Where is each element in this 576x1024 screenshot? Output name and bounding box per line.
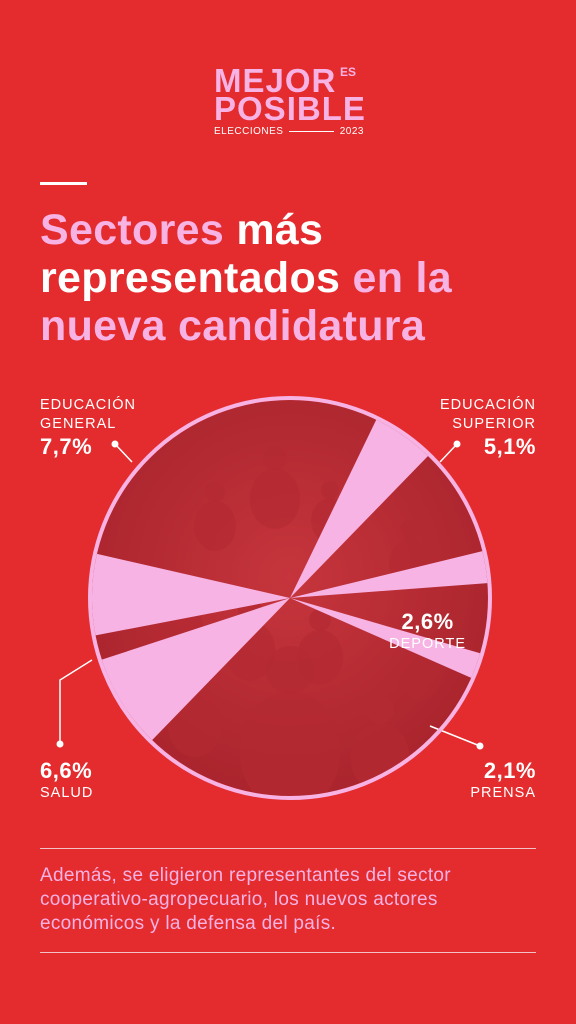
slice-value: 2,6% xyxy=(401,609,454,634)
pie-slice-4 xyxy=(91,553,290,636)
pie-chart: EDUCACIÓN GENERAL 7,7% EDUCACIÓN SUPERIO… xyxy=(0,380,576,820)
pie-slice-2 xyxy=(290,551,488,598)
photo-person-body xyxy=(249,468,301,529)
logo-subtitle-rule xyxy=(289,131,334,132)
slice-label-educacion-superior: EDUCACIÓN SUPERIOR 5,1% xyxy=(440,396,536,460)
leader-dot-1 xyxy=(453,440,461,448)
slice-label-deporte: 2,6% DEPORTE xyxy=(389,609,466,654)
slice-label-salud: 6,6% SALUD xyxy=(40,758,93,803)
leader-dot-0 xyxy=(111,440,119,448)
slice-name: SALUD xyxy=(40,785,94,801)
title-part-2: más xyxy=(236,206,324,254)
leader-dot-3 xyxy=(56,740,64,748)
slice-name: DEPORTE xyxy=(389,636,466,652)
slice-name: EDUCACIÓN SUPERIOR xyxy=(439,397,536,432)
logo: MEJOR ES POSIBLE ELECCIONES 2023 xyxy=(0,62,576,142)
logo-subtitle-left: ELECCIONES xyxy=(214,126,284,137)
slice-value: 7,7% xyxy=(40,434,93,459)
page-title: Sectores más representados en la nueva c… xyxy=(40,206,560,350)
pie-slice-0 xyxy=(101,598,290,741)
photo-person-head xyxy=(366,696,394,724)
logo-subtitle: ELECCIONES 2023 xyxy=(214,126,364,137)
slice-name: EDUCACIÓN GENERAL xyxy=(40,397,137,432)
slice-value: 5,1% xyxy=(483,434,536,459)
accent-divider xyxy=(40,182,87,185)
title-part-3: representados xyxy=(40,254,341,302)
photo-person-head xyxy=(263,446,287,470)
pie-outline xyxy=(88,396,492,800)
photo-person-head xyxy=(400,520,420,540)
logo-word-posible: POSIBLE xyxy=(214,90,366,127)
title-part-1: Sectores xyxy=(40,206,225,254)
logo-word-es: ES xyxy=(340,65,357,79)
logo-word-mejor: MEJOR xyxy=(214,62,337,99)
title-part-5: nueva candidatura xyxy=(40,302,426,350)
leader-line-3 xyxy=(59,659,93,744)
pie-slice-1 xyxy=(290,419,428,598)
leader-line-1 xyxy=(439,443,458,463)
divider-bottom xyxy=(40,952,536,953)
pie-chart-svg xyxy=(56,396,492,800)
logo-subtitle-right: 2023 xyxy=(339,126,364,137)
photo-person-body xyxy=(194,501,236,551)
title-part-4: en la xyxy=(352,254,452,302)
photo-person-head xyxy=(266,646,314,694)
leader-dot-2 xyxy=(476,742,484,750)
leader-line-0 xyxy=(114,443,133,463)
photo-person-head xyxy=(321,481,339,499)
footer-note: Además, se eligieron representantes del … xyxy=(40,865,451,934)
photo-person-head xyxy=(205,482,225,502)
photo-person-body xyxy=(239,691,341,796)
slice-value: 6,6% xyxy=(40,758,93,783)
photo-person-body xyxy=(399,649,441,699)
slice-name: PRENSA xyxy=(470,785,536,801)
slice-label-educacion-general: EDUCACIÓN GENERAL 7,7% xyxy=(40,396,136,460)
divider-top xyxy=(40,848,536,849)
pie-slice-3 xyxy=(290,598,481,678)
photo-person-body xyxy=(350,722,410,793)
slice-value: 2,1% xyxy=(483,758,536,783)
photo-person-head xyxy=(309,609,331,631)
slice-label-prensa: 2,1% PRENSA xyxy=(470,758,536,803)
